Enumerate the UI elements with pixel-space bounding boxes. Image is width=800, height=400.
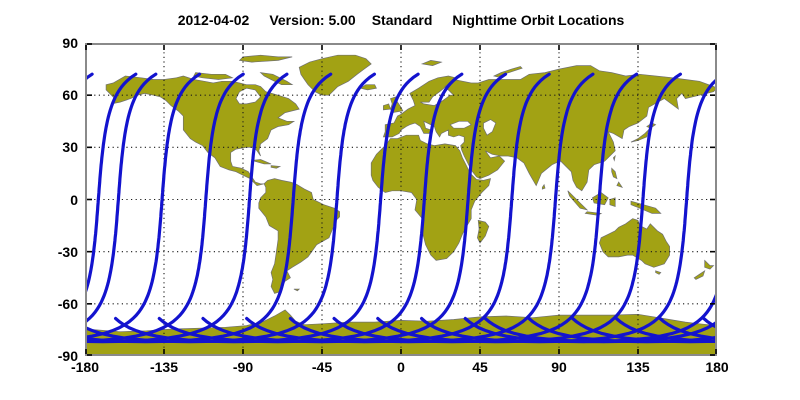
orbit-ground-track [288, 72, 595, 344]
orbit-ground-track [463, 288, 717, 344]
y-axis-tick-label: -60 [57, 295, 78, 312]
y-axis-tick-label: -30 [57, 243, 78, 260]
orbit-ground-track [157, 72, 464, 344]
orbit-ground-track [420, 77, 717, 344]
x-axis-tick-label: 90 [551, 359, 567, 375]
orbit-ground-track [85, 72, 333, 344]
landmass-africa [370, 134, 491, 261]
landmass-new-zealand-north [704, 259, 715, 270]
y-axis-tick-label: 90 [62, 35, 78, 51]
x-axis-tick-label: 0 [397, 359, 405, 375]
orbit-tracks-layer [85, 72, 717, 344]
tick-marks [85, 43, 717, 356]
landmass-north-america [105, 75, 300, 186]
landmass-sumatra [567, 190, 589, 211]
y-axis-tick-label: 60 [62, 87, 78, 104]
landmass-new-zealand-south [693, 269, 706, 280]
title-text: Nighttime Orbit Locations [452, 12, 625, 28]
landmass-iceland [359, 84, 377, 91]
landmass-philippines-mindanao [616, 181, 624, 188]
landmass-ellesmere-island [238, 54, 293, 63]
x-axis-tick-label: -135 [149, 359, 179, 375]
landmass-baffin-island [259, 72, 294, 86]
orbit-ground-track [85, 72, 245, 343]
orbit-ground-track [332, 72, 639, 344]
landmass-falklands [293, 288, 301, 292]
title-date: 2012-04-02 [177, 12, 250, 28]
y-axis-tick-label: 30 [62, 139, 78, 156]
orbit-ground-track [483, 316, 717, 344]
grid-layer [85, 43, 717, 356]
x-axis-tick-label: -90 [232, 359, 254, 375]
y-axis-tick-label: 0 [70, 191, 78, 208]
title-version: Version: 5.00 [269, 12, 356, 28]
landmass-novaya-zemlya [492, 66, 523, 78]
x-axis-tick-label: 180 [705, 359, 729, 375]
plot-title: 2012-04-02 Version: 5.00 Standard Nightt… [85, 12, 717, 28]
plot-frame-border [85, 43, 717, 356]
orbit-ground-track [201, 72, 508, 344]
landmass-ireland [383, 103, 391, 111]
landmass-sulawesi [609, 197, 616, 207]
landmass-cuba [251, 159, 272, 165]
land-layer [85, 54, 717, 356]
y-axis-tick-label: -90 [57, 348, 78, 364]
orbit-ground-track [85, 72, 158, 324]
landmass-tasmania [655, 270, 662, 275]
landmass-svalbard [420, 60, 443, 66]
orbit-ground-track [114, 72, 420, 344]
landmass-eurasia [382, 65, 717, 192]
x-axis-tick-label: 45 [472, 359, 488, 375]
landmass-philippines-luzon [611, 167, 618, 180]
landmass-australia [599, 218, 670, 268]
map-plot-area [85, 43, 717, 356]
title-mode: Standard [371, 12, 433, 28]
landmass-hispaniola [270, 165, 282, 169]
landmass-sri-lanka [541, 183, 546, 190]
x-axis-tick-label: -45 [311, 359, 333, 375]
orbit-ground-track [85, 72, 202, 339]
orbit-ground-track [85, 72, 376, 344]
orbit-ground-track [85, 72, 289, 344]
x-axis-tick-label: 135 [626, 359, 650, 375]
orbit-ground-track [245, 72, 551, 344]
landmass-taiwan [612, 154, 616, 162]
x-axis-tick-label: -180 [70, 359, 100, 375]
orbit-ground-track [85, 72, 138, 298]
orbit-ground-track [376, 72, 682, 344]
world-map-plot [85, 43, 717, 356]
